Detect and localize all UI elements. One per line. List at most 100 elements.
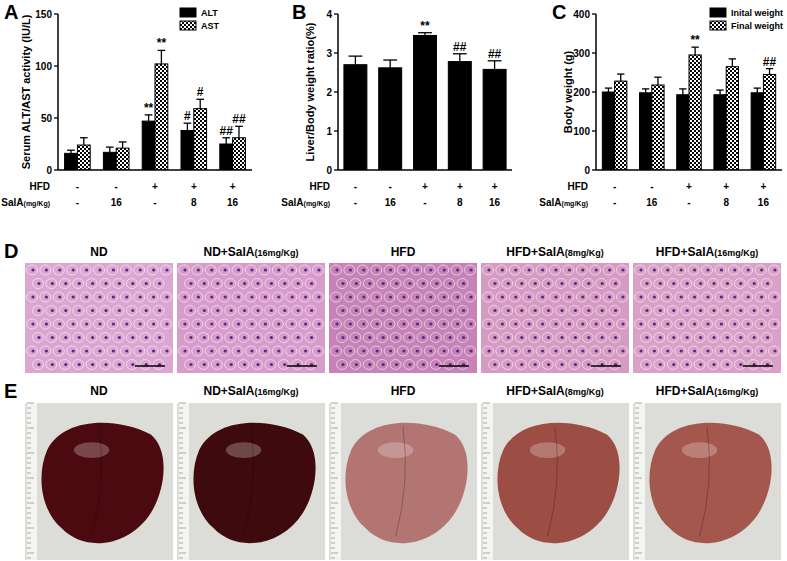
cell [185,306,196,316]
ruler-tick [483,498,487,499]
nucleus [165,349,168,352]
error-line [187,123,188,130]
cell [147,292,158,302]
nucleus [197,268,200,271]
cell [667,306,678,316]
nucleus [382,309,385,312]
nucleus [501,295,504,298]
y-axis-label: Liver/Body weight ratio(%) [304,22,316,161]
nucleus [283,336,286,339]
nucleus [608,268,611,271]
cell [179,265,190,275]
cell [465,265,476,275]
error-line [238,126,239,137]
y-tick-label: 400 [573,9,590,20]
row-value: + [152,181,158,192]
ruler-tick [179,423,183,424]
cell [398,265,409,275]
nucleus [131,309,134,312]
error-bar [654,77,661,85]
nucleus [766,282,769,285]
cell [424,346,435,356]
cell [198,279,209,289]
error-cap [106,146,114,147]
y-tick-label: 3 [326,48,332,59]
bar [414,35,437,170]
row-value: - [650,181,653,192]
y-tick [334,52,338,53]
error-line [109,147,110,152]
cell [457,306,468,316]
cell [225,333,236,343]
y-tick-label: 0 [326,165,332,176]
nucleus [528,268,531,271]
bar [652,85,664,170]
ruler-tick [27,438,31,439]
ruler-tick [483,493,487,494]
cell [107,292,118,302]
nucleus [621,349,624,352]
cell [721,279,732,289]
cell [67,319,78,329]
cell [219,319,230,329]
y-tick [54,169,58,170]
nucleus [85,322,88,325]
cell [219,292,230,302]
nucleus [402,295,405,298]
cell [59,360,70,370]
ruler-tick [179,483,183,484]
nucleus [51,309,54,312]
cell [238,306,249,316]
nucleus [429,349,432,352]
cell [33,360,44,370]
panel-letter: E [4,380,17,402]
error-line [757,88,758,93]
ruler-tick [27,498,31,499]
nucleus [368,336,371,339]
cell [286,319,297,329]
ruler-tick [179,488,183,489]
error-bar [158,50,166,64]
image [329,403,477,560]
row-value: + [686,181,692,192]
nucleus [493,336,496,339]
cell [702,346,713,356]
lobe-line [548,427,558,537]
cell [225,279,236,289]
nucleus [210,295,213,298]
cell [232,292,243,302]
ruler-tick [27,428,34,429]
ruler-tick [27,508,31,509]
cell [404,306,415,316]
cell [536,265,547,275]
error-line [620,74,621,81]
row-value: - [354,181,357,192]
cell [140,333,151,343]
cell [769,292,780,302]
nucleus [462,309,465,312]
y-axis-label: Serum ALT/AST activity (IU/L) [20,14,32,169]
nucleus [422,363,425,366]
cell [40,346,51,356]
histology [481,263,629,373]
liver [649,423,771,543]
cell [617,265,628,275]
photo-bg [177,403,325,560]
cell [46,333,57,343]
cell [457,333,468,343]
nucleus [614,336,617,339]
image-label: HFD+SalA(8mg/Kg) [506,245,603,259]
cell [609,279,620,289]
cell [100,279,111,289]
nucleus [449,282,452,285]
cell [246,319,257,329]
bar [483,69,506,170]
cell [140,306,151,316]
cell [126,360,137,370]
bar [640,93,652,170]
nucleus [469,349,472,352]
nucleus [726,309,729,312]
ruler-tick [179,443,183,444]
image-label: HFD+SalA(16mg/Kg) [656,245,758,259]
nucleus [98,268,101,271]
